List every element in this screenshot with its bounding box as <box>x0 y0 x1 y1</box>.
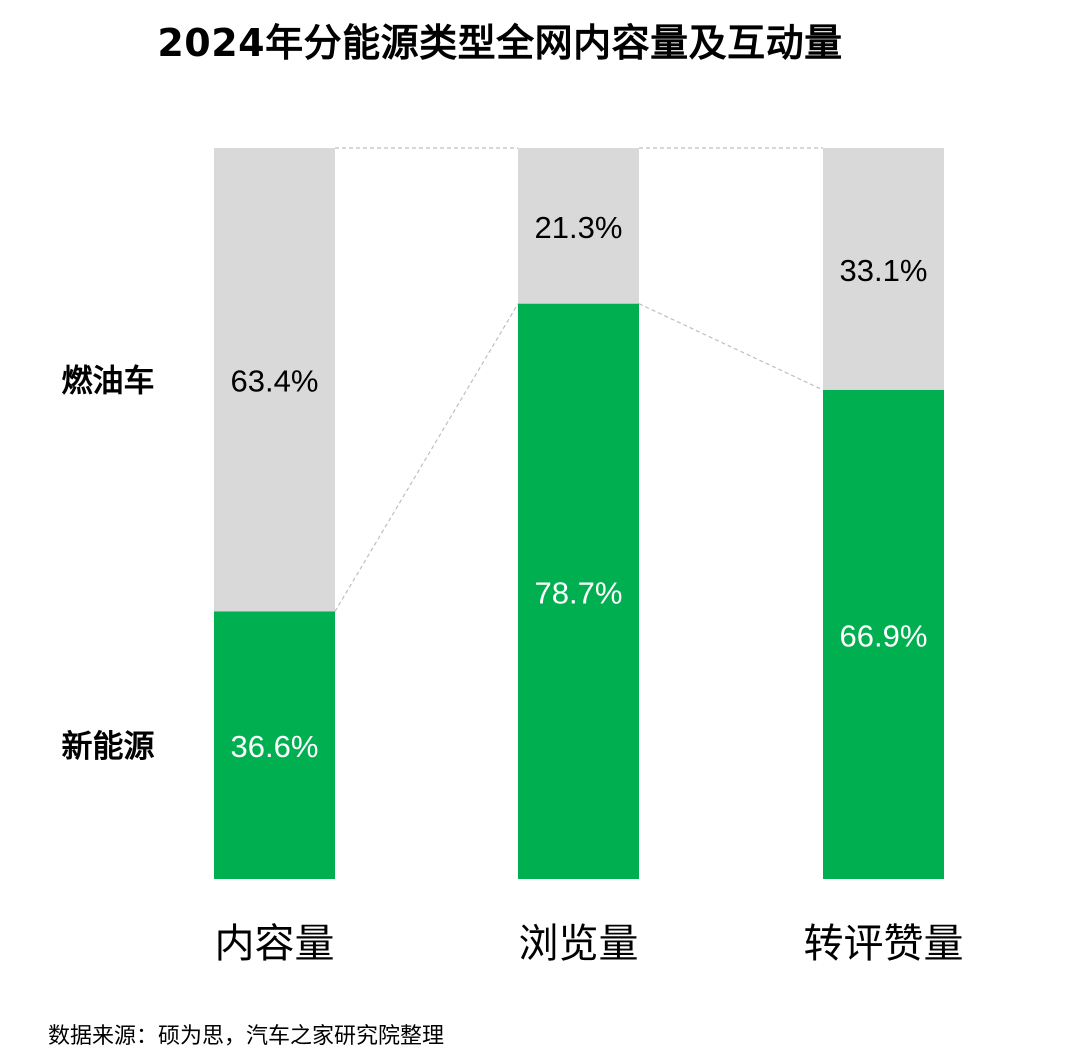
data-label-ice: 63.4% <box>231 364 319 399</box>
source-note: 数据来源：硕为思，汽车之家研究院整理 <box>48 1024 445 1049</box>
connector-line-boundary <box>638 303 824 391</box>
x-tick-label: 转评赞量 <box>804 922 964 966</box>
bar-segment-ice <box>214 148 335 612</box>
bar-segment-ice <box>823 148 944 390</box>
chart-title: 2024年分能源类型全网内容量及互动量 <box>157 21 843 65</box>
x-tick-label: 内容量 <box>215 922 335 966</box>
data-label-nev: 36.6% <box>231 729 319 764</box>
connector-line-boundary <box>334 303 519 612</box>
x-tick-label: 浏览量 <box>519 922 639 966</box>
legend-label-ice: 燃油车 <box>62 364 155 399</box>
data-label-ice: 33.1% <box>840 253 928 288</box>
data-label-ice: 21.3% <box>535 210 623 245</box>
bar-segment-nev <box>518 303 639 879</box>
bar-segment-ice <box>518 148 639 304</box>
bar-segment-nev <box>214 611 335 879</box>
legend-label-nev: 新能源 <box>62 729 155 764</box>
data-label-nev: 66.9% <box>840 618 928 653</box>
bar-segment-nev <box>823 389 944 879</box>
data-label-nev: 78.7% <box>535 575 623 610</box>
